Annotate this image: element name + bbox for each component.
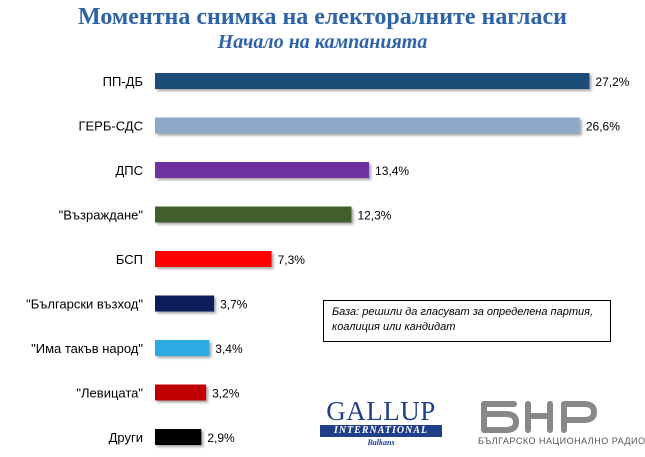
bnr-logo-mark (481, 401, 597, 433)
value-label: 7,3% (278, 253, 306, 267)
bar (155, 73, 590, 89)
category-label: "Български възход" (26, 297, 143, 312)
category-label: ГЕРБ-СДС (78, 119, 143, 134)
bnr-logo: БЪЛГАРСКО НАЦИОНАЛНО РАДИО (470, 396, 645, 450)
bar (155, 384, 207, 401)
value-label: 3,2% (212, 387, 240, 401)
base-note-line-2: коалиция или кандидат (332, 321, 456, 333)
gallup-logo-international: INTERNATIONAL (320, 425, 442, 437)
value-label: 27,2% (595, 75, 629, 89)
bar (155, 295, 215, 312)
category-label: Други (109, 430, 143, 445)
category-label: "Има такъв народ" (31, 341, 143, 356)
category-label: ДПС (115, 163, 143, 178)
value-label: 2,9% (207, 431, 235, 445)
bar (155, 340, 210, 356)
category-label: "Левицата" (76, 386, 143, 401)
value-label: 26,6% (586, 120, 620, 134)
bar (155, 117, 580, 134)
category-label: "Възраждане" (59, 208, 144, 223)
value-label: 12,3% (357, 209, 391, 223)
value-label: 3,7% (220, 298, 248, 312)
value-label: 3,4% (215, 342, 243, 356)
value-label: 13,4% (375, 164, 409, 178)
base-note-line-1: База: решили да гласуват за определена п… (332, 306, 594, 318)
bnr-logo-text: БЪЛГАРСКО НАЦИОНАЛНО РАДИО (478, 436, 645, 446)
gallup-logo: GALLUP INTERNATIONAL Balkans (314, 397, 448, 449)
bar (155, 429, 202, 445)
bar (155, 251, 272, 267)
bars-layer: ПП-ДБ 27,2% ГЕРБ-СДС 26,6% ДПС 13,4% "Възражда… (26, 73, 630, 445)
category-label: ПП-ДБ (103, 74, 143, 89)
category-label: БСП (116, 252, 143, 267)
bar (155, 206, 352, 223)
chart-subtitle: Начало на кампанията (217, 31, 428, 53)
bar (155, 162, 370, 178)
base-note: База: решили да гласуват за определена п… (323, 300, 611, 342)
gallup-logo-name: GALLUP (326, 396, 436, 426)
gallup-logo-balkans: Balkans (367, 438, 395, 447)
chart-title: Моментна снимка на електоралните нагласи (78, 4, 567, 30)
